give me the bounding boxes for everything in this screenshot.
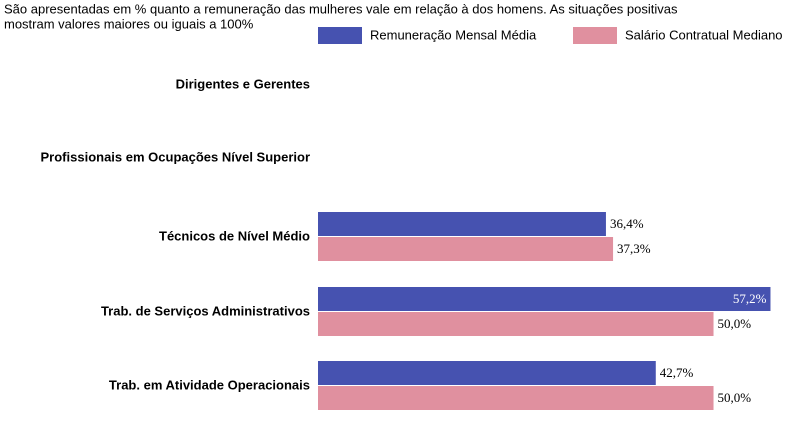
bar <box>318 237 614 261</box>
value-label: 50,0% <box>718 316 752 331</box>
value-label: 42,7% <box>660 365 694 380</box>
bar <box>318 212 606 236</box>
description: mostram valores maiores ou iguais a 100% <box>4 16 254 31</box>
value-label: 57,2% <box>733 291 767 306</box>
legend-label: Salário Contratual Mediano <box>625 27 783 42</box>
legend-swatch <box>573 27 617 44</box>
category-label: Dirigentes e Gerentes <box>176 76 310 91</box>
category-label: Profissionais em Ocupações Nível Superio… <box>41 149 310 164</box>
legend-label: Remuneração Mensal Média <box>370 27 537 42</box>
value-label: 50,0% <box>718 390 752 405</box>
value-label: 37,3% <box>617 241 651 256</box>
legend-swatch <box>318 27 362 44</box>
value-label: 36,4% <box>610 216 644 231</box>
category-label: Técnicos de Nível Médio <box>159 228 310 243</box>
bar <box>318 312 714 336</box>
description: São apresentadas em % quanto a remuneraç… <box>4 1 678 16</box>
category-label: Trab. de Serviços Administrativos <box>101 303 310 318</box>
bar <box>318 386 714 410</box>
category-label: Trab. em Atividade Operacionais <box>109 377 310 392</box>
bar <box>318 361 656 385</box>
bar <box>318 287 771 311</box>
